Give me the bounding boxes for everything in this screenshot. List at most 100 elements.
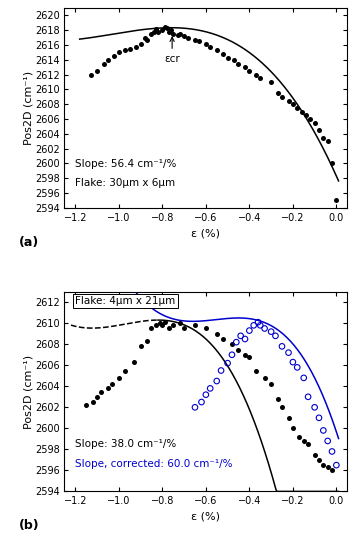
Point [116, 48, 122, 57]
Point [279, 92, 285, 101]
Point [279, 342, 285, 350]
Point [308, 114, 313, 123]
Point [192, 36, 198, 44]
Point [149, 30, 154, 38]
Point [134, 42, 139, 51]
Point [316, 126, 322, 134]
Text: Flake: 4μm x 21μm: Flake: 4μm x 21μm [75, 296, 175, 306]
Point [159, 321, 165, 329]
Point [325, 463, 330, 471]
Point [329, 159, 335, 168]
Point [268, 78, 274, 86]
Y-axis label: Pos2D (cm⁻¹): Pos2D (cm⁻¹) [23, 71, 33, 145]
Point [151, 28, 156, 36]
Point [290, 424, 296, 433]
Point [218, 366, 224, 375]
Point [247, 66, 252, 75]
Point [334, 196, 339, 205]
Point [272, 332, 278, 340]
Point [153, 321, 159, 329]
Point [83, 401, 89, 409]
Point [214, 377, 219, 386]
Point [305, 393, 311, 401]
Point [185, 33, 191, 42]
Point [142, 33, 148, 42]
Point [221, 50, 226, 58]
Point [242, 350, 248, 359]
Point [101, 59, 106, 68]
Point [301, 374, 306, 382]
Point [286, 414, 291, 422]
Point [225, 53, 231, 62]
Point [268, 327, 274, 336]
Point [157, 319, 163, 328]
Point [329, 447, 335, 456]
Point [177, 30, 183, 38]
Point [238, 332, 243, 340]
Point [242, 63, 248, 72]
Point [90, 398, 96, 407]
Point [329, 466, 335, 475]
Text: (b): (b) [19, 519, 40, 532]
Point [162, 318, 168, 327]
Point [207, 384, 213, 393]
Point [116, 374, 122, 382]
Point [253, 70, 259, 79]
Point [325, 137, 330, 146]
Point [207, 42, 213, 51]
Point [255, 318, 261, 327]
Point [231, 56, 237, 64]
Point [192, 321, 198, 329]
Point [181, 32, 187, 40]
Point [170, 30, 176, 38]
Point [320, 426, 326, 435]
Point [131, 358, 137, 367]
Point [138, 39, 144, 48]
Text: εcr: εcr [164, 37, 180, 64]
Point [225, 359, 231, 368]
Point [155, 28, 161, 36]
Point [170, 321, 176, 329]
Point [247, 326, 252, 335]
Point [299, 107, 304, 116]
Point [229, 340, 235, 348]
Point [242, 335, 248, 343]
Point [262, 374, 267, 382]
Point [305, 440, 311, 448]
Point [199, 398, 204, 407]
Point [162, 22, 168, 31]
Point [159, 26, 165, 35]
Point [279, 403, 285, 411]
Text: Slope: 56.4 cm⁻¹/%: Slope: 56.4 cm⁻¹/% [75, 159, 177, 169]
Point [214, 329, 219, 338]
Point [177, 319, 183, 328]
Point [290, 358, 296, 367]
Point [312, 118, 318, 127]
Point [334, 461, 339, 469]
Point [257, 321, 263, 329]
Point [236, 345, 241, 354]
Point [98, 387, 104, 396]
X-axis label: ε (%): ε (%) [191, 228, 221, 238]
Point [257, 74, 263, 83]
Point [312, 403, 318, 411]
Point [122, 46, 128, 55]
Point [214, 46, 219, 55]
Point [296, 433, 302, 441]
Point [94, 66, 100, 75]
Point [303, 111, 309, 120]
Point [275, 395, 281, 403]
Point [233, 338, 239, 347]
Point [316, 456, 322, 464]
Point [197, 37, 202, 46]
Point [221, 335, 226, 343]
Point [203, 390, 209, 399]
Point [166, 324, 172, 333]
Point [294, 363, 300, 372]
Point [149, 324, 154, 333]
Point [236, 59, 241, 68]
Point [320, 133, 326, 142]
Point [192, 403, 198, 411]
Point [247, 353, 252, 361]
Point [229, 350, 235, 359]
